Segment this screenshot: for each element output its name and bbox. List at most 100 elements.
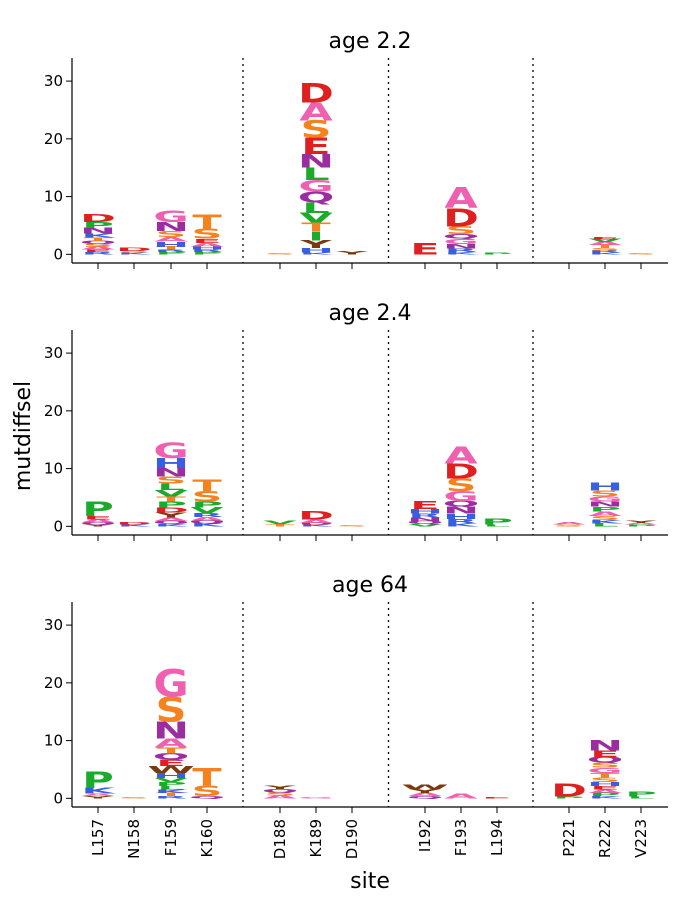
x-tick-label: P221: [560, 819, 578, 857]
x-tick-label: N158: [125, 819, 143, 859]
logo-letter-T: T: [192, 764, 222, 791]
logo-letter-K: K: [444, 252, 479, 256]
logo-letter-E: E: [410, 500, 439, 512]
logo-letter-Y: Y: [299, 239, 332, 251]
logo-letter-L: L: [157, 482, 184, 492]
logo-letter-I: I: [308, 229, 324, 243]
logo-letter-A: A: [299, 519, 333, 524]
logo-letter-Q: Q: [189, 796, 226, 800]
logo-letter-S: S: [589, 247, 620, 251]
logo-letter-Q: Q: [443, 233, 480, 240]
logo-letter-H: H: [587, 781, 623, 787]
logo-letter-K: K: [299, 524, 334, 527]
logo-letter-Y: Y: [624, 520, 658, 524]
logo-letter-S: S: [264, 253, 295, 255]
logo-letter-G: G: [443, 488, 478, 504]
logo-letter-K: K: [117, 252, 152, 255]
logo-letter-P: P: [553, 796, 585, 799]
logo-letter-E: E: [83, 515, 112, 520]
logo-letter-N: N: [443, 243, 479, 250]
y-tick-label: 10: [44, 460, 63, 478]
logo-letter-S: S: [589, 489, 620, 498]
y-axis-label: mutdiffsel: [11, 381, 36, 491]
logo-letter-H: H: [407, 508, 443, 515]
logo-letter-E: E: [590, 785, 619, 790]
panel-title: age 2.4: [329, 301, 412, 326]
logo-letter-L: L: [627, 796, 654, 799]
logo-letter-L: L: [483, 524, 510, 527]
panel-title: age 2.2: [329, 29, 412, 54]
logo-letter-A: A: [81, 519, 115, 524]
logo-letter-A: A: [154, 736, 188, 750]
logo-letter-E: E: [590, 237, 619, 241]
logo-letter-T: T: [192, 211, 222, 234]
logo-letter-N: N: [80, 226, 116, 235]
logo-letter-A: A: [588, 789, 622, 794]
logo-letter-N: N: [298, 150, 334, 172]
logo-letter-S: S: [155, 230, 186, 239]
logo-letter-S: S: [118, 251, 149, 254]
logo-letter-A: A: [299, 98, 332, 127]
logo-letter-V: V: [408, 524, 442, 528]
x-tick-label: K160: [198, 819, 216, 857]
logo-letter-Y: Y: [81, 796, 115, 800]
logo-letter-H: H: [587, 481, 623, 493]
logo-letter-P: P: [191, 500, 223, 509]
x-axis-label: site: [350, 869, 390, 894]
logo-letter-K: K: [588, 252, 623, 255]
logo-letter-A: A: [624, 523, 658, 526]
logo-letter-R: R: [154, 249, 187, 253]
logo-letter-H: H: [153, 772, 189, 780]
y-tick-label: 20: [44, 674, 63, 692]
logo-letter-Y: Y: [154, 511, 187, 519]
logo-letter-A: A: [444, 182, 478, 216]
logo-letter-S: S: [445, 225, 476, 237]
logo-letter-S: S: [191, 226, 222, 242]
logo-letter-L: L: [302, 199, 329, 216]
logo-letter-S: S: [553, 524, 584, 527]
logo-letter-P: P: [191, 252, 223, 256]
y-tick-label: 10: [44, 732, 63, 750]
logo-letter-Q: Q: [262, 788, 299, 793]
logo-letter-A: A: [190, 516, 224, 521]
logo-letter-V: V: [588, 239, 622, 244]
logo-letter-A: A: [444, 792, 477, 800]
logo-letter-K: K: [588, 796, 623, 800]
logo-letter-T: T: [83, 237, 113, 242]
logo-letter-H: H: [443, 512, 479, 520]
logo-letter-R: R: [81, 252, 114, 256]
logo-letter-G: G: [153, 663, 188, 706]
logo-letter-Y: Y: [335, 251, 369, 256]
logo-letter-K: K: [117, 524, 152, 527]
logo-letter-V: V: [299, 210, 333, 226]
logo-letter-L: L: [302, 165, 329, 184]
y-tick-label: 0: [53, 517, 63, 535]
logo-letter-P: P: [625, 790, 657, 798]
logo-letter-P: P: [82, 221, 114, 230]
y-tick-label: 30: [44, 344, 63, 362]
y-tick-label: 30: [44, 72, 63, 90]
logo-letter-E: E: [83, 249, 112, 253]
logo-letter-K: K: [154, 524, 189, 528]
y-tick-label: 10: [44, 188, 63, 206]
logo-letter-L: L: [157, 785, 184, 790]
logo-letter-D: D: [551, 781, 587, 801]
logo-letter-V: V: [190, 506, 223, 515]
logo-letter-G: G: [443, 237, 478, 245]
logo-letter-G: G: [153, 439, 188, 464]
logo-letter-K: K: [190, 523, 225, 528]
logo-letter-G: G: [587, 495, 622, 503]
logo-letter-D: D: [298, 509, 334, 523]
logo-letter-P: P: [625, 524, 657, 527]
logo-letter-K: K: [299, 252, 334, 255]
x-tick-label: L157: [89, 819, 107, 856]
logo-letter-E: E: [192, 238, 221, 244]
logo-letter-P: P: [589, 793, 621, 798]
logo-letter-T: T: [192, 476, 221, 495]
logo-letter-A: A: [263, 795, 297, 800]
logo-letter-Q: Q: [153, 521, 190, 526]
logo-letter-S: S: [445, 475, 476, 495]
